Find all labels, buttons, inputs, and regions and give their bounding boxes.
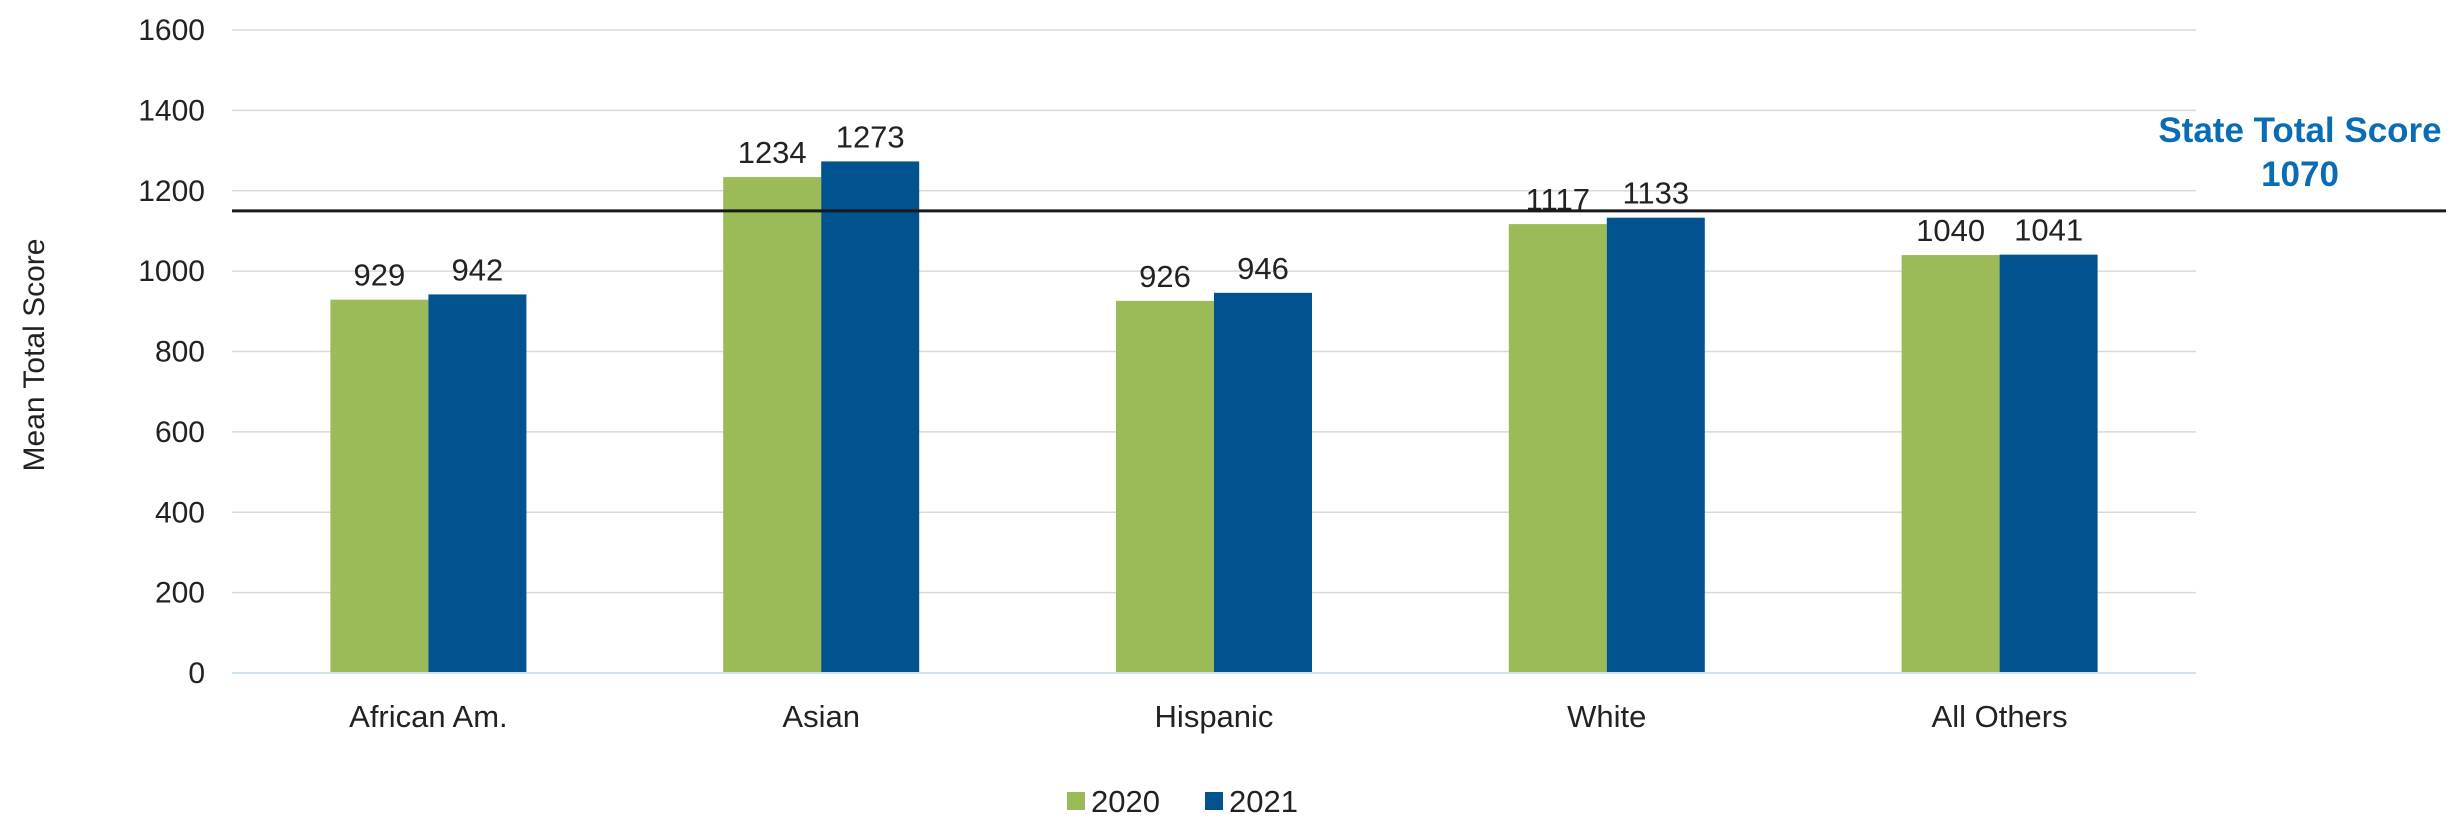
y-tick-label: 200 [155,577,205,610]
y-tick-label: 1400 [138,94,205,127]
data-label: 1040 [1916,213,1985,248]
x-category-label: Asian [782,699,860,734]
y-tick-label: 800 [155,336,205,369]
legend-label-2020: 2020 [1091,784,1160,819]
y-axis-ticks: 0 200 400 600 800 1000 1200 1400 1600 [138,14,205,690]
data-label: 1234 [738,135,807,170]
y-tick-label: 0 [188,657,205,690]
bar-2021-hispanic [1214,292,1312,673]
x-category-label: African Am. [349,699,508,734]
legend-swatch-2020 [1067,792,1085,810]
y-tick-label: 1200 [138,175,205,208]
legend-label-2021: 2021 [1229,784,1298,819]
data-label: 946 [1237,251,1289,286]
data-label: 1273 [836,119,905,154]
bar-2020-african-am- [330,299,429,673]
bars [330,161,2098,674]
x-category-label: White [1567,699,1646,734]
bar-2020-all-others [1901,255,2000,674]
data-label: 942 [452,252,504,287]
bar-2020-asian [723,177,822,673]
x-axis-categories: African Am. Asian Hispanic White All Others [349,699,2068,734]
bar-2021-all-others [1999,254,2098,673]
y-tick-label: 1600 [138,14,205,47]
reference-line-label: State Total Score [2158,111,2441,150]
bar-2021-white [1606,217,1705,673]
y-tick-label: 400 [155,496,205,529]
x-category-label: Hispanic [1155,699,1274,734]
y-tick-label: 600 [155,416,205,449]
legend-swatch-2021 [1205,792,1223,810]
bar-2021-asian [821,161,920,673]
data-label: 1041 [2014,213,2083,248]
y-axis-label: Mean Total Score [18,239,51,472]
y-tick-label: 1000 [138,255,205,288]
x-category-label: All Others [1932,699,2068,734]
data-label: 926 [1139,259,1191,294]
bar-2020-white [1508,224,1607,673]
reference-line-value: 1070 [2261,155,2339,194]
bar-2020-hispanic [1116,300,1214,673]
bar-2021-african-am- [428,294,527,673]
data-label: 1133 [1622,176,1689,211]
data-label: 929 [354,258,406,293]
legend: 2020 2021 [1067,784,1298,819]
